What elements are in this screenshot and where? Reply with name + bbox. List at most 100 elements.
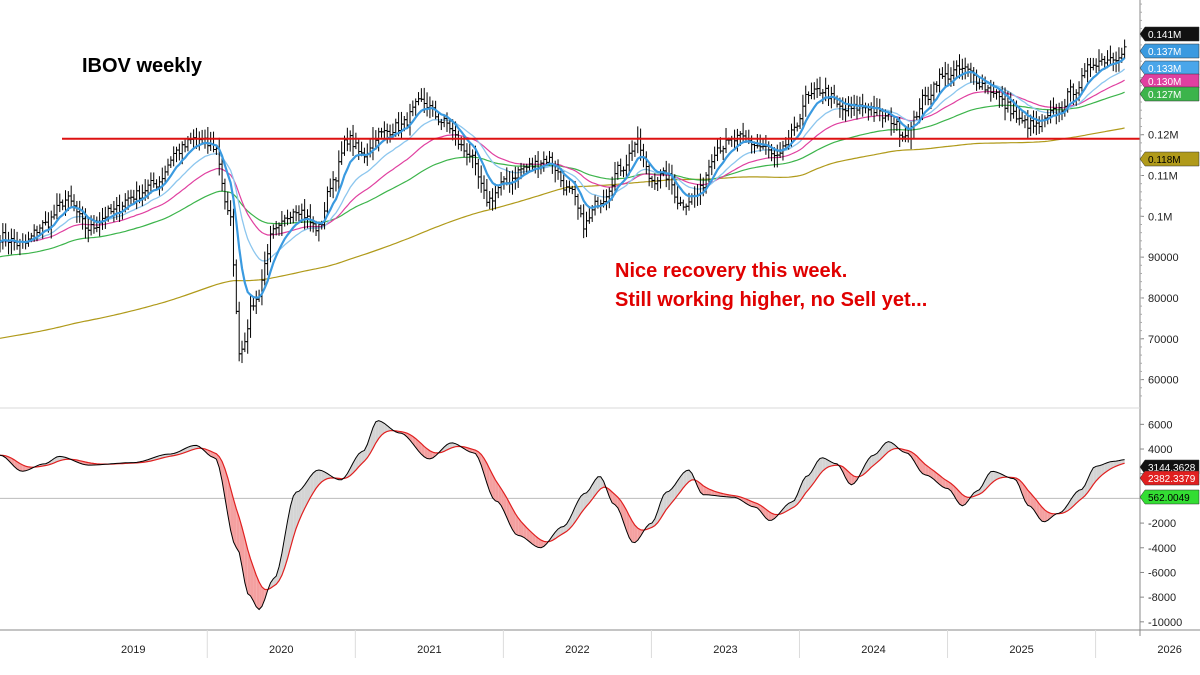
macd-fill-segment xyxy=(939,475,943,487)
ema-fast-line xyxy=(0,57,1126,299)
macd-fill-segment xyxy=(484,458,487,484)
price-bar xyxy=(712,146,717,170)
macd-fill-segment xyxy=(233,499,237,548)
price-bar xyxy=(795,122,800,132)
annotation-line-1: Nice recovery this week. xyxy=(615,260,848,282)
price-bar xyxy=(197,131,202,151)
macd-fill-segment xyxy=(882,442,886,458)
macd-fill-segment xyxy=(782,505,786,514)
macd-fill-segment xyxy=(666,491,670,510)
price-bar xyxy=(248,295,253,338)
macd-fill-segment xyxy=(552,532,556,541)
macd-fill-segment xyxy=(521,521,524,538)
macd-fill-segment xyxy=(244,538,248,594)
macd-fill-segment xyxy=(706,487,709,495)
macd-fill-segment xyxy=(324,471,328,480)
macd-fill-segment xyxy=(353,457,356,474)
macd-fill-segment xyxy=(609,489,613,503)
macd-fill-segment xyxy=(1096,465,1100,481)
macd-fill-segment xyxy=(948,481,951,491)
tag-last-price-text: 0.141M xyxy=(1148,30,1181,41)
price-bar xyxy=(69,185,74,207)
macd-fill-segment xyxy=(279,553,282,581)
price-bar xyxy=(3,223,8,247)
macd-fill-segment xyxy=(595,476,598,496)
macd-tick-label: -2000 xyxy=(1148,518,1176,530)
macd-fill-segment xyxy=(788,502,792,510)
price-bar xyxy=(240,340,245,364)
macd-fill-segment xyxy=(791,500,795,509)
price-bar xyxy=(0,235,2,253)
macd-fill-segment xyxy=(933,470,937,482)
macd-fill-segment xyxy=(384,423,388,433)
macd-fill-segment xyxy=(481,454,485,475)
price-bar xyxy=(496,185,501,199)
macd-fill-segment xyxy=(293,492,297,538)
price-bar xyxy=(328,178,333,198)
macd-fill-segment xyxy=(922,461,926,475)
macd-fill-segment xyxy=(256,575,260,610)
macd-fill-segment xyxy=(350,462,354,476)
price-bar xyxy=(803,85,808,117)
price-bar xyxy=(351,124,356,156)
price-bar xyxy=(721,145,726,161)
price-bar xyxy=(487,191,492,210)
price-bar xyxy=(308,204,313,232)
macd-fill-segment xyxy=(919,458,923,474)
macd-fill-segment xyxy=(276,566,280,585)
price-bar xyxy=(165,158,170,176)
macd-fill-segment xyxy=(686,470,690,485)
macd-fill-segment xyxy=(808,472,812,490)
macd-fill-segment xyxy=(566,519,570,532)
macd-fill-segment xyxy=(313,470,317,493)
price-bar xyxy=(259,269,264,306)
macd-fill-segment xyxy=(230,488,234,543)
price-bar xyxy=(60,199,65,211)
chart-title: IBOV weekly xyxy=(82,55,203,77)
macd-tick-label: -6000 xyxy=(1148,567,1176,579)
macd-fill-segment xyxy=(842,466,846,478)
price-bar xyxy=(960,58,965,80)
macd-fill-segment xyxy=(1076,490,1080,504)
price-bar xyxy=(681,199,686,211)
macd-fill-segment xyxy=(298,488,302,522)
tag-histogram-text: 562.0049 xyxy=(1148,493,1190,504)
price-bar xyxy=(994,89,999,100)
macd-fill-segment xyxy=(794,494,798,507)
price-bar xyxy=(52,204,57,220)
macd-fill-segment xyxy=(600,476,604,489)
macd-fill-segment xyxy=(819,457,823,475)
price-bar xyxy=(1020,111,1025,124)
x-tick-label-2022: 2022 xyxy=(565,644,589,656)
macd-fill-segment xyxy=(224,468,228,515)
macd-fill-segment xyxy=(412,436,416,448)
price-bar xyxy=(171,146,176,167)
price-bar xyxy=(479,165,484,193)
macd-fill-segment xyxy=(558,527,561,537)
price-bar xyxy=(482,175,487,200)
macd-fill-segment xyxy=(663,492,667,514)
macd-fill-segment xyxy=(518,517,522,536)
macd-fill-segment xyxy=(805,475,809,493)
macd-fill-segment xyxy=(982,479,986,493)
price-bar xyxy=(228,200,233,226)
macd-fill-segment xyxy=(515,513,519,536)
macd-fill-segment xyxy=(259,581,262,610)
macd-fill-segment xyxy=(1101,463,1105,476)
macd-fill-segment xyxy=(316,470,319,489)
macd-fill-segment xyxy=(913,453,917,466)
macd-fill-segment xyxy=(509,503,513,530)
macd-fill-segment xyxy=(931,468,934,480)
tag-ma-olive-text: 0.118M xyxy=(1148,155,1181,166)
price-bar xyxy=(168,156,173,169)
price-bar xyxy=(103,206,108,229)
price-bar xyxy=(1037,116,1042,134)
price-bar xyxy=(407,103,412,136)
macd-fill-segment xyxy=(817,458,820,479)
price-bar xyxy=(177,143,182,161)
macd-fill-segment xyxy=(1039,503,1043,522)
price-bar xyxy=(1094,58,1099,74)
macd-fill-segment xyxy=(19,463,23,472)
price-bar xyxy=(709,154,714,176)
price-bar xyxy=(1116,47,1121,72)
